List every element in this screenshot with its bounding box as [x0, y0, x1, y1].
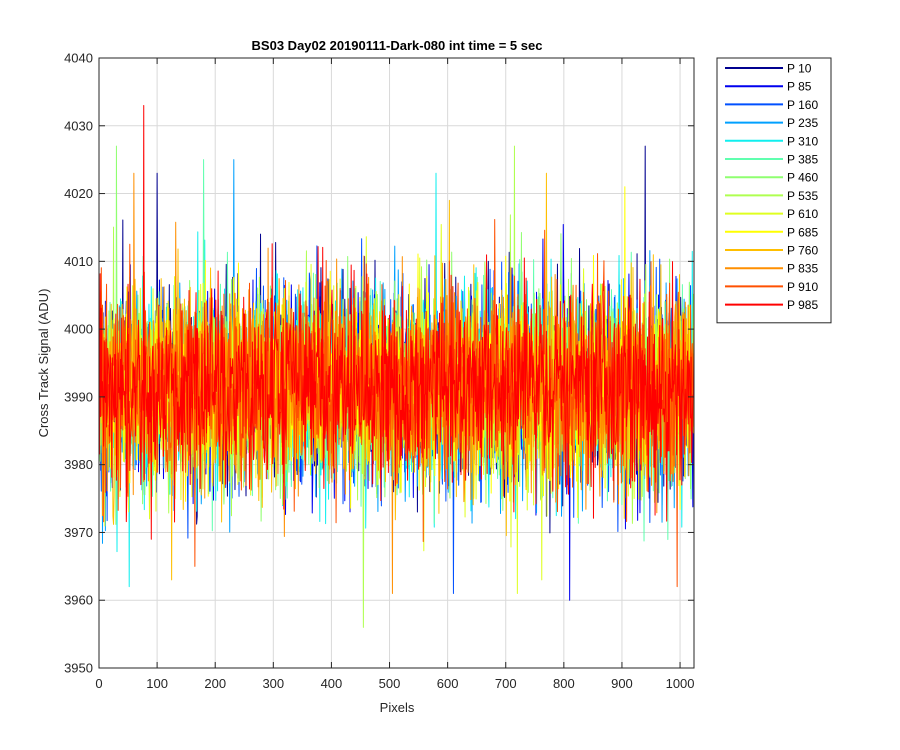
plot-axes: 0 100 200 300 400 500 600 700 800 900 1000 3950 3960… — [64, 51, 694, 692]
y-tick-label: 4010 — [64, 254, 93, 269]
x-tick-label: 0 — [95, 676, 102, 691]
y-tick-label: 3950 — [64, 661, 93, 676]
x-tick-label: 300 — [262, 676, 284, 691]
legend-label: P 160 — [787, 98, 818, 112]
y-tick-label: 3970 — [64, 525, 93, 540]
legend-label: P 235 — [787, 116, 818, 130]
x-tick-label: 800 — [553, 676, 575, 691]
legend-label: P 685 — [787, 225, 818, 239]
x-tick-label: 700 — [495, 676, 517, 691]
legend-label: P 610 — [787, 207, 818, 221]
x-tick-label: 1000 — [666, 676, 695, 691]
y-tick-label: 3980 — [64, 457, 93, 472]
legend-label: P 310 — [787, 134, 818, 148]
x-tick-label: 500 — [379, 676, 401, 691]
legend-label: P 385 — [787, 153, 818, 167]
legend-label: P 910 — [787, 280, 818, 294]
legend-box — [716, 57, 832, 324]
legend-label: P 460 — [787, 171, 818, 185]
legend-label: P 85 — [787, 80, 812, 94]
series-line — [99, 104, 695, 540]
y-tick-label: 3990 — [64, 389, 93, 404]
x-tick-label: 100 — [146, 676, 168, 691]
x-tick-label: 200 — [204, 676, 226, 691]
y-tick-label: 4030 — [64, 118, 93, 133]
plot-frame — [98, 57, 695, 669]
x-tick-label: 400 — [321, 676, 343, 691]
x-tick-label: 600 — [437, 676, 459, 691]
y-axis-label: Cross Track Signal (ADU) — [36, 289, 51, 438]
x-axis-label: Pixels — [380, 700, 415, 715]
legend-label: P 10 — [787, 62, 812, 76]
ticks: 0 100 200 300 400 500 600 700 800 900 1000 3950 3960… — [64, 51, 694, 692]
x-tick-label: 900 — [611, 676, 633, 691]
legend-label: P 985 — [787, 298, 818, 312]
y-tick-label: 4040 — [64, 51, 93, 66]
y-tick-label: 3960 — [64, 593, 93, 608]
plot-lines — [99, 104, 695, 628]
legend-label: P 760 — [787, 244, 818, 258]
legend-label: P 835 — [787, 262, 818, 276]
legend: P 10 P 85 P 160 P 235 P 310 P 385 P 460 P 535 P … — [716, 57, 832, 324]
legend-label: P 535 — [787, 189, 818, 203]
y-tick-label: 4000 — [64, 322, 93, 337]
chart-title: BS03 Day02 20190111-Dark-080 int time = … — [252, 38, 543, 53]
y-tick-label: 4020 — [64, 186, 93, 201]
